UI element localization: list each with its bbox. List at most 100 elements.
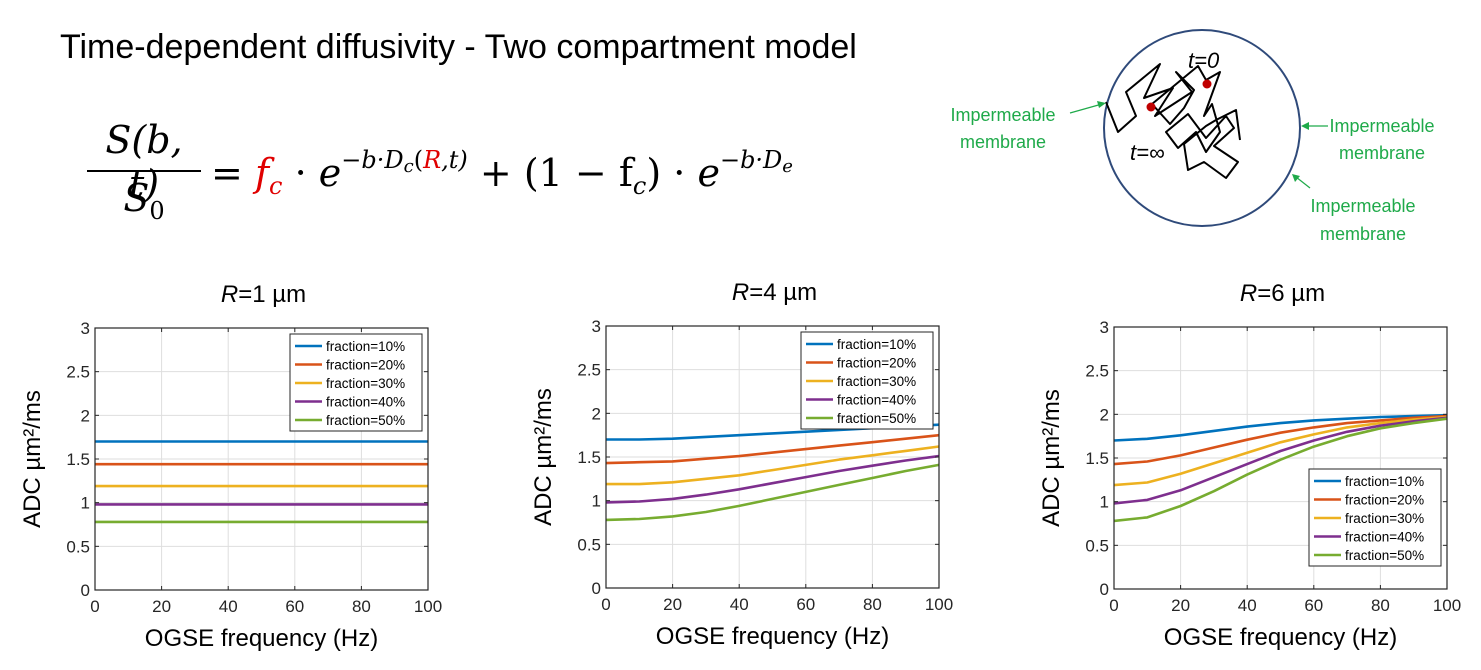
y-tick-label: 0.5 — [66, 537, 90, 556]
y-tick-label: 0 — [592, 579, 601, 598]
compartment-circle — [1103, 29, 1301, 227]
legend-label: fraction=30% — [837, 374, 916, 389]
equation-right-side: = fc · e−b·Dc(R,t) + (1 − fc) · e−b·De — [211, 146, 793, 200]
y-tick-label: 1.5 — [1085, 449, 1109, 468]
fraction-bar — [87, 170, 201, 172]
chart-title-text: =4 µm — [749, 279, 817, 306]
y-tick-label: 3 — [592, 317, 601, 336]
x-tick-label: 0 — [90, 597, 99, 616]
y-tick-label: 1 — [1100, 493, 1109, 512]
legend-label: fraction=20% — [837, 356, 916, 371]
chart-1: 0 20 40 60 80 100 0 0.5 1 1.5 2 2.5 3 OGSE frequency … — [19, 281, 442, 652]
arrow-bottom-line — [1295, 176, 1311, 189]
legend-label: fraction=20% — [1345, 493, 1424, 508]
membrane-bottom-line2: membrane — [1320, 224, 1406, 244]
y-tick-label: 1.5 — [577, 448, 601, 467]
x-tick-label: 60 — [285, 597, 304, 616]
legend-label: fraction=10% — [837, 337, 916, 352]
y-tick-label: 3 — [1100, 318, 1109, 337]
y-tick-label: 1.5 — [66, 450, 90, 469]
x-tick-label: 60 — [796, 595, 815, 614]
label-tinf: t=∞ — [1130, 140, 1165, 165]
x-axis-label: OGSE frequency (Hz) — [1164, 624, 1397, 651]
x-tick-label: 100 — [414, 597, 442, 616]
series-line — [606, 445, 940, 486]
chart-2: 0 20 40 60 80 100 0 0.5 1 1.5 2 2.5 3 OGSE frequency … — [530, 279, 953, 650]
y-tick-label: 2.5 — [66, 363, 90, 382]
x-tick-label: 80 — [863, 595, 882, 614]
x-axis-label: OGSE frequency (Hz) — [656, 623, 889, 650]
x-tick-label: 100 — [925, 595, 953, 614]
legend-label: fraction=10% — [1345, 474, 1424, 489]
membrane-bottom-line1: Impermeable — [1310, 196, 1415, 216]
y-tick-label: 1 — [81, 494, 90, 513]
chart-title-variable: R — [1240, 280, 1257, 307]
y-tick-label: 2 — [1100, 405, 1109, 424]
y-axis-label: ADC µm²/ms — [19, 390, 46, 528]
y-tick-label: 2 — [81, 406, 90, 425]
legend-label: fraction=30% — [326, 376, 405, 391]
series-line — [605, 454, 940, 504]
x-tick-label: 20 — [1171, 596, 1190, 615]
chart-title: R=6 µm — [1240, 280, 1325, 307]
y-axis-label: ADC µm²/ms — [530, 388, 557, 526]
legend-label: fraction=40% — [1345, 530, 1424, 545]
membrane-left-line2: membrane — [960, 132, 1046, 152]
x-tick-label: 40 — [1238, 596, 1257, 615]
series-line — [605, 463, 940, 522]
equation-denominator: S0 — [123, 176, 165, 225]
x-tick-label: 80 — [352, 597, 371, 616]
y-tick-label: 0 — [81, 581, 90, 600]
arrow-right-head — [1301, 122, 1309, 130]
x-tick-label: 40 — [219, 597, 238, 616]
y-tick-label: 2.5 — [577, 361, 601, 380]
random-walk-path — [1105, 63, 1241, 179]
x-axis-label: OGSE frequency (Hz) — [145, 625, 378, 652]
y-tick-label: 0 — [1100, 580, 1109, 599]
end-dot — [1146, 102, 1156, 112]
x-tick-label: 60 — [1304, 596, 1323, 615]
chart-3: 0 20 40 60 80 100 0 0.5 1 1.5 2 2.5 3 OGSE frequency … — [1038, 280, 1461, 651]
series-line — [1113, 416, 1448, 505]
y-tick-label: 1 — [592, 492, 601, 511]
legend-label: fraction=40% — [837, 393, 916, 408]
y-tick-label: 2 — [592, 404, 601, 423]
chart-title-text: =6 µm — [1257, 280, 1325, 307]
y-tick-label: 3 — [81, 319, 90, 338]
legend-label: fraction=50% — [1345, 548, 1424, 563]
arrow-left-line — [1069, 103, 1103, 114]
legend-label: fraction=20% — [326, 358, 405, 373]
legend-label: fraction=30% — [1345, 511, 1424, 526]
start-dot — [1202, 79, 1212, 89]
arrow-left-head — [1097, 101, 1106, 108]
arrow-bottom-head — [1292, 174, 1300, 182]
membrane-right-line2: membrane — [1339, 143, 1425, 163]
series-line — [605, 433, 940, 465]
chart-title: R=4 µm — [732, 279, 817, 306]
legend-label: fraction=50% — [837, 411, 916, 426]
legend-label: fraction=10% — [326, 339, 405, 354]
membrane-right-line1: Impermeable — [1329, 116, 1434, 136]
chart-title-variable: R — [221, 281, 238, 308]
signal-equation: S(b, t) S0 = fc · e−b·Dc(R,t) + (1 − fc)… — [85, 118, 905, 228]
y-tick-label: 0.5 — [1085, 536, 1109, 555]
chart-title: R=1 µm — [221, 281, 306, 308]
y-tick-label: 0.5 — [577, 535, 601, 554]
equation-numerator: S(b, t) — [105, 118, 183, 206]
x-tick-label: 0 — [601, 595, 610, 614]
legend-label: fraction=50% — [326, 413, 405, 428]
compartment-diagram: t=0 t=∞ Impermeable membrane Impermeable… — [950, 29, 1435, 244]
label-t0: t=0 — [1188, 48, 1220, 73]
y-tick-label: 2.5 — [1085, 362, 1109, 381]
x-tick-label: 0 — [1109, 596, 1118, 615]
x-tick-label: 20 — [152, 597, 171, 616]
series-line — [1113, 417, 1448, 523]
series-line — [1113, 415, 1448, 487]
x-tick-label: 40 — [730, 595, 749, 614]
membrane-left-line1: Impermeable — [950, 105, 1055, 125]
x-tick-label: 80 — [1371, 596, 1390, 615]
slide-title: Time-dependent diffusivity - Two compart… — [60, 28, 857, 66]
series-line — [1113, 413, 1448, 442]
chart-title-variable: R — [732, 279, 749, 306]
